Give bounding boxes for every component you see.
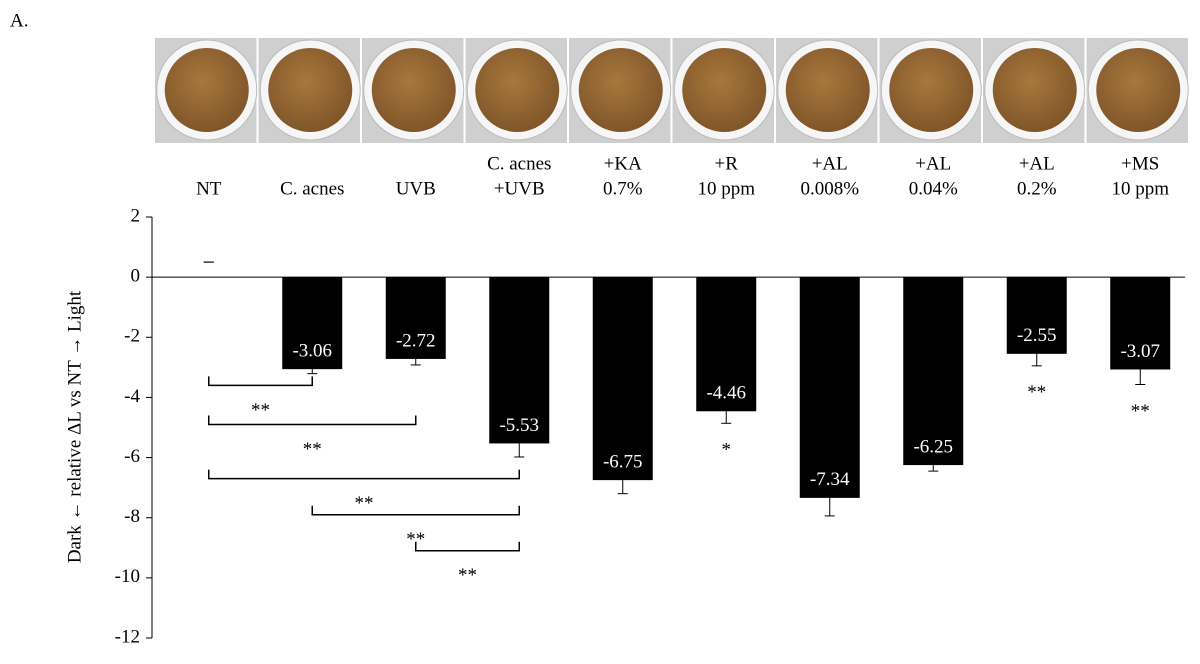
error-bar [928,465,939,472]
y-tick-label: -8 [124,506,140,527]
value-label: -2.72 [396,330,436,351]
y-tick-label: -6 [124,446,140,467]
x-tick-label: 0.04% [909,178,958,199]
value-label: -6.25 [913,436,953,457]
x-tick-label: C. acnes [280,178,344,199]
value-label: -2.55 [1017,325,1057,346]
bar [592,277,653,481]
skin-sample [1096,48,1181,132]
error-bar [410,358,421,366]
x-tick-label: C. acnes [487,153,551,174]
bracket-line [208,415,417,426]
x-tick-label: +AL [812,153,848,174]
skin-sample [578,48,663,132]
x-tick-label: +UVB [494,178,545,199]
significance-bracket: ** [208,376,313,421]
value-label: -5.53 [499,415,539,436]
skin-sample [371,48,456,132]
x-tick-label: +AL [915,153,951,174]
significance-label: ** [458,565,477,586]
x-tick-label: 10 ppm [1111,178,1169,199]
significance-label: ** [406,529,425,550]
bracket-line [311,505,520,516]
significance-bracket: ** [311,505,520,550]
skin-sample [268,48,353,132]
bar [696,277,757,412]
x-tick-label: 10 ppm [697,178,755,199]
y-tick-label: 0 [131,266,141,287]
value-label: -3.06 [292,341,332,362]
value-label: -6.75 [603,451,643,472]
skin-sample [682,48,767,132]
x-tick-label: 0.2% [1017,178,1057,199]
significance-bracket: ** [415,541,520,586]
error-bar [514,443,525,458]
significance-bracket: ** [208,469,520,514]
error-bar [1031,353,1042,367]
bracket-line [415,541,520,552]
y-tick-label: -12 [115,626,140,647]
bar [385,277,446,359]
error-bar [307,369,318,375]
value-label: -3.07 [1120,341,1160,362]
significance-mark: ** [1131,401,1150,422]
y-tick-label: -10 [115,566,140,587]
skin-sample [889,48,974,132]
y-tick-label: -2 [124,326,140,347]
bar [282,277,343,370]
x-tick-label: +KA [604,153,642,174]
significance-bracket: ** [208,415,417,460]
x-tick-label: NT [196,178,222,199]
y-tick-label: 2 [131,205,141,226]
skin-sample [164,48,249,132]
significance-mark: * [722,440,732,461]
x-tick-label: 0.7% [603,178,643,199]
bar [903,277,964,466]
bracket-line [208,469,520,480]
x-tick-label: +MS [1121,153,1159,174]
y-axis-label: Dark ← relative ΔL vs NT → Light [64,290,85,563]
error-bar [1135,369,1146,385]
skin-sample [992,48,1077,132]
bracket-line [208,376,313,387]
sample-images [155,38,1189,143]
bar [489,277,550,444]
x-tick-label: 0.008% [800,178,859,199]
x-tick-label: +R [715,153,739,174]
y-tick-label: -4 [124,386,140,407]
skin-sample [785,48,870,132]
error-bar [721,411,732,424]
value-label: -4.46 [706,383,746,404]
significance-label: ** [355,493,374,514]
value-label: -7.34 [810,469,850,490]
panel-label: A. [10,10,28,31]
skin-sample [475,48,560,132]
significance-mark: ** [1027,382,1046,403]
bar [799,277,860,498]
bar [1110,277,1171,370]
bar [1006,277,1067,354]
error-bar [824,497,835,517]
x-tick-label: UVB [396,178,436,199]
significance-label: ** [251,400,270,421]
error-bar [617,480,628,495]
x-tick-label: +AL [1019,153,1055,174]
significance-label: ** [303,439,322,460]
